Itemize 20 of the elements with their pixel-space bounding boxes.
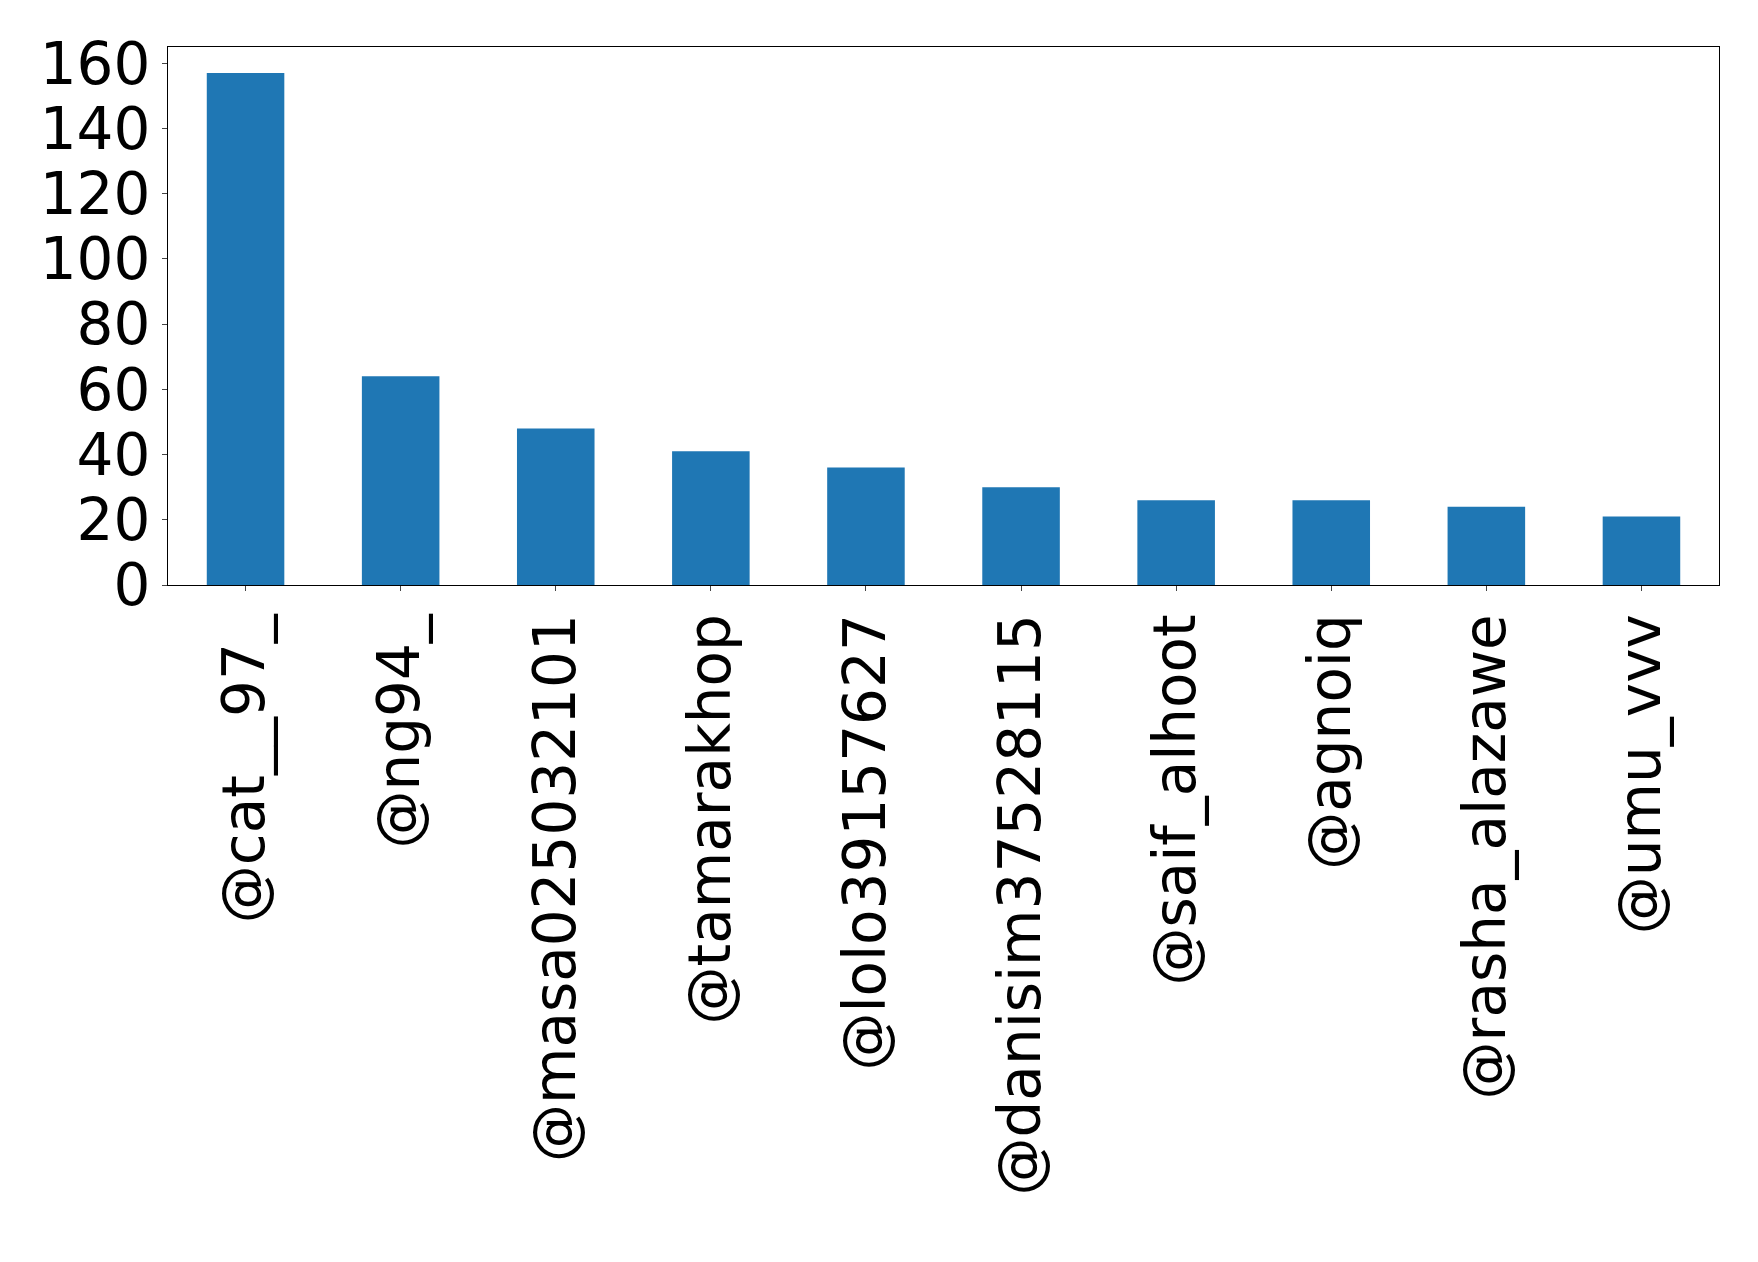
bar	[827, 467, 905, 585]
x-tick-label: @masa025032101	[520, 614, 589, 1163]
x-tick-label: @saif_alhoot	[1141, 614, 1209, 986]
x-tick-label: @danisim37528115	[985, 614, 1054, 1196]
bar	[1447, 506, 1526, 585]
bar	[361, 376, 440, 585]
x-tick-label: @rasha_alazawe	[1451, 614, 1520, 1100]
bar	[1137, 500, 1215, 585]
bar	[206, 73, 285, 585]
bar	[672, 451, 750, 585]
x-tick-label: @agnoiq	[1296, 614, 1365, 870]
bar	[1292, 500, 1371, 585]
bar	[1602, 516, 1681, 585]
bar	[982, 487, 1060, 585]
x-tick-label: @lolo39157627	[830, 614, 899, 1071]
x-tick-label: @umu_vvv	[1606, 614, 1675, 935]
x-tick-label: @cat__97_	[210, 613, 279, 924]
bar	[516, 428, 595, 585]
x-tick-label: @ng94_	[365, 613, 434, 849]
x-tick-label: @tamarakhop	[675, 614, 744, 1025]
